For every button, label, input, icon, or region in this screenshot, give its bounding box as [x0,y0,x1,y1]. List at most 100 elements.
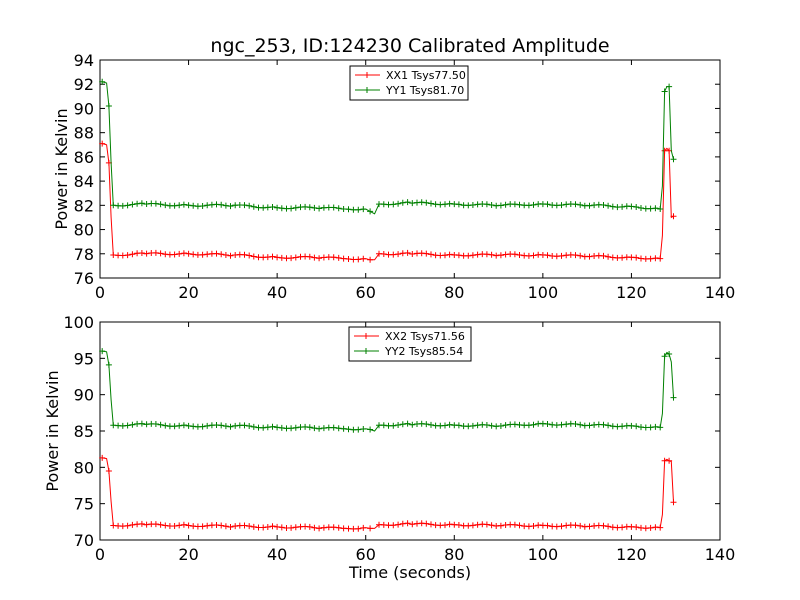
top-series-marker [380,251,387,257]
chart-title: ngc_253, ID:124230 Calibrated Amplitude [210,35,609,57]
top-series-marker [633,254,640,261]
bottom-series-marker [241,422,248,429]
bottom-series-marker [292,424,299,431]
top-series-marker [330,204,337,211]
top-series-marker [176,202,183,209]
top-series-marker [469,202,476,208]
top-series-marker [605,253,612,260]
bottom-series-marker [316,425,323,432]
bottom-series-marker [124,522,131,529]
bottom-series-marker [129,521,136,528]
top-series-marker [157,201,164,208]
top-series-marker [572,201,579,208]
top-series-marker [152,200,159,207]
bottom-series-marker [516,522,523,529]
top-series-marker [455,201,462,208]
bottom-series-marker [227,423,234,430]
bottom-legend-label: YY2 Tsys85.54 [384,345,463,358]
bottom-series-marker [455,522,462,528]
bottom-series-marker [600,421,607,428]
top-series-marker [657,206,664,212]
bottom-series-marker [335,524,342,531]
bottom-series-marker [633,423,640,430]
bottom-series-marker [222,423,229,430]
bottom-series-marker [99,454,106,461]
top-series-marker [455,252,462,259]
top-y-tick-label: 90 [74,99,94,118]
bottom-x-tick-label: 20 [178,545,198,564]
bottom-y-tick-label: 95 [74,349,94,368]
top-series-marker [511,251,518,258]
bottom-series-marker [316,525,323,532]
bottom-series-marker [497,423,504,429]
top-series-marker [99,140,106,147]
bottom-series-marker [404,520,411,527]
bottom-series-marker [227,524,234,530]
bottom-y-tick-label: 75 [74,495,94,514]
top-series-marker [652,205,659,212]
x-axis-label: Time (seconds) [348,563,471,582]
top-series-marker [619,203,626,210]
top-series-marker [269,204,276,210]
bottom-series-marker [124,422,131,429]
bottom-x-tick-label: 140 [705,545,736,564]
bottom-series-marker [661,353,668,360]
bottom-series-marker [99,348,106,355]
bottom-series-marker [152,421,159,427]
bottom-series-marker [288,425,295,432]
top-series-marker [586,253,593,260]
top-series-marker [124,252,131,259]
bottom-series-marker [269,523,276,530]
top-series-marker [530,201,537,208]
top-y-tick-label: 84 [74,172,94,191]
top-x-tick-label: 0 [95,283,105,302]
bottom-series-marker [335,425,342,432]
top-series-marker [428,200,434,207]
top-series-marker [577,252,584,259]
bottom-series-marker [544,522,551,529]
bottom-series-marker [185,522,192,529]
top-series-marker [423,199,430,206]
bottom-series-marker [311,425,318,432]
top-series-marker [218,201,225,208]
top-axis-ticks: 0 20 40 60 80 100 120 140 76 78 80 82 84 86 88 90 92 94 [74,51,736,302]
bottom-series-marker [264,524,271,530]
bottom-series-marker [199,523,206,530]
top-series-marker [423,250,430,257]
bottom-series-marker [558,523,565,530]
bottom-series-marker [502,422,509,429]
bottom-series-marker [423,520,430,527]
top-series-marker [143,250,150,257]
top-x-tick-label: 80 [444,283,464,302]
top-series-marker [442,201,448,208]
top-series-marker [488,202,495,208]
top-legend-label: YY1 Tsys81.70 [385,84,464,97]
bottom-series-marker [586,523,593,530]
bottom-series-marker [572,421,579,427]
top-series-marker [288,255,295,262]
top-series-marker [409,251,416,257]
bottom-series-marker [171,523,178,529]
bottom-x-tick-label: 0 [95,545,105,564]
bottom-series-marker [162,422,169,429]
top-series-marker [241,251,248,258]
bottom-series-marker [525,422,532,429]
bottom-series-marker [511,521,518,528]
bottom-legend-box [348,326,472,362]
bottom-series-marker [469,522,476,529]
bottom-series-marker [469,422,476,429]
bottom-series-marker [395,521,402,528]
top-series-marker [316,255,323,262]
top-series-marker [213,250,220,257]
bottom-series-marker [670,394,677,401]
bottom-series-marker [306,424,313,431]
bottom-legend-marker [363,333,369,339]
top-series-marker [360,206,367,213]
top-series-marker [292,204,299,211]
bottom-series-marker [428,521,434,528]
bottom-series-marker [218,422,225,429]
bottom-series-marker [250,423,257,430]
bottom-series-marker [176,522,183,529]
top-series-marker [335,205,342,212]
